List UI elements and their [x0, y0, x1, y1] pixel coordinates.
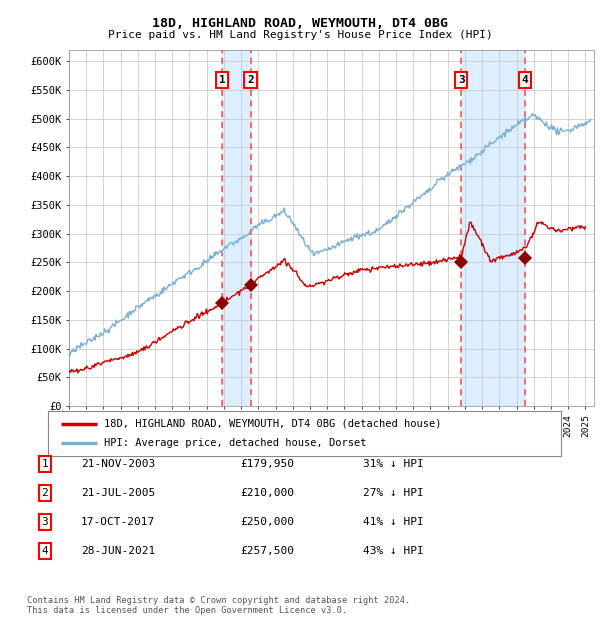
- Text: 3: 3: [41, 517, 49, 527]
- Text: 4: 4: [521, 75, 529, 85]
- Bar: [461, 50, 525, 406]
- Text: £250,000: £250,000: [240, 517, 294, 527]
- Text: 31% ↓ HPI: 31% ↓ HPI: [363, 459, 424, 469]
- Bar: [222, 50, 251, 406]
- Text: 18D, HIGHLAND ROAD, WEYMOUTH, DT4 0BG: 18D, HIGHLAND ROAD, WEYMOUTH, DT4 0BG: [152, 17, 448, 30]
- Text: 18D, HIGHLAND ROAD, WEYMOUTH, DT4 0BG (detached house): 18D, HIGHLAND ROAD, WEYMOUTH, DT4 0BG (d…: [104, 418, 442, 428]
- Text: 21-NOV-2003: 21-NOV-2003: [81, 459, 155, 469]
- Text: 4: 4: [41, 546, 49, 556]
- Text: 43% ↓ HPI: 43% ↓ HPI: [363, 546, 424, 556]
- Text: 2: 2: [41, 488, 49, 498]
- Text: £210,000: £210,000: [240, 488, 294, 498]
- Text: 41% ↓ HPI: 41% ↓ HPI: [363, 517, 424, 527]
- Text: £179,950: £179,950: [240, 459, 294, 469]
- Text: 2: 2: [247, 75, 254, 85]
- Text: HPI: Average price, detached house, Dorset: HPI: Average price, detached house, Dors…: [104, 438, 367, 448]
- Text: 27% ↓ HPI: 27% ↓ HPI: [363, 488, 424, 498]
- Text: 21-JUL-2005: 21-JUL-2005: [81, 488, 155, 498]
- Text: 1: 1: [41, 459, 49, 469]
- Text: £257,500: £257,500: [240, 546, 294, 556]
- Text: Contains HM Land Registry data © Crown copyright and database right 2024.
This d: Contains HM Land Registry data © Crown c…: [27, 596, 410, 615]
- Text: 17-OCT-2017: 17-OCT-2017: [81, 517, 155, 527]
- Text: 1: 1: [219, 75, 226, 85]
- Text: 28-JUN-2021: 28-JUN-2021: [81, 546, 155, 556]
- Text: 3: 3: [458, 75, 464, 85]
- Text: Price paid vs. HM Land Registry's House Price Index (HPI): Price paid vs. HM Land Registry's House …: [107, 30, 493, 40]
